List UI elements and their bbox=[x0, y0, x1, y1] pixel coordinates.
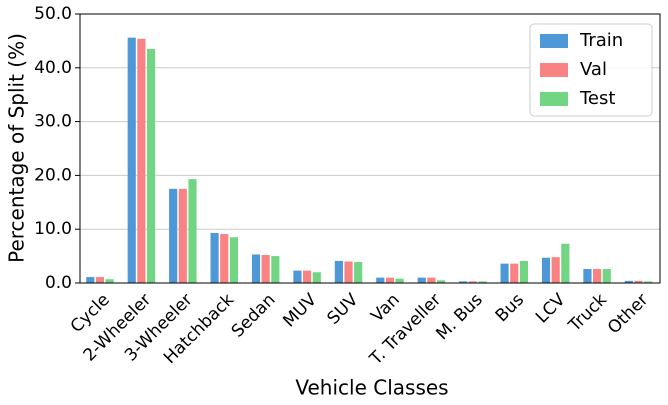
bar bbox=[602, 269, 611, 283]
bar bbox=[334, 260, 343, 283]
bar bbox=[169, 188, 178, 283]
legend-swatch bbox=[540, 63, 568, 77]
bar bbox=[293, 270, 302, 283]
legend-swatch bbox=[540, 92, 568, 106]
x-tick-label: Other bbox=[604, 290, 652, 338]
bar bbox=[417, 277, 426, 283]
bar bbox=[478, 281, 487, 283]
bar bbox=[385, 277, 395, 283]
bar bbox=[583, 269, 592, 283]
bar bbox=[510, 263, 519, 283]
x-tick-label: M. Bus bbox=[432, 290, 486, 344]
bar bbox=[210, 232, 219, 283]
bar bbox=[354, 262, 363, 283]
y-tick-label: 20.0 bbox=[34, 165, 72, 185]
bar bbox=[271, 256, 280, 283]
bar bbox=[624, 280, 633, 283]
bar bbox=[312, 272, 321, 283]
bar bbox=[188, 179, 197, 283]
bar bbox=[137, 38, 146, 283]
bar bbox=[376, 277, 385, 283]
legend-label: Test bbox=[579, 88, 615, 109]
x-tick-label: MUV bbox=[279, 290, 321, 332]
bar bbox=[593, 269, 602, 283]
bar bbox=[303, 270, 312, 283]
bar bbox=[146, 48, 156, 283]
y-tick-label: 0.0 bbox=[45, 273, 72, 293]
legend-swatch bbox=[540, 34, 568, 48]
x-tick-label: Van bbox=[367, 290, 403, 326]
x-tick-label: Truck bbox=[564, 290, 611, 337]
bar bbox=[644, 281, 653, 283]
bar bbox=[436, 280, 446, 283]
bar bbox=[229, 237, 238, 283]
plot-frame bbox=[79, 13, 661, 284]
bar bbox=[178, 188, 187, 283]
bar bbox=[634, 280, 643, 283]
bar bbox=[251, 254, 261, 283]
bar bbox=[519, 260, 528, 283]
bar bbox=[459, 281, 468, 283]
x-tick-label: Bus bbox=[492, 290, 528, 326]
x-tick-label: Sedan bbox=[228, 290, 280, 342]
bar bbox=[561, 243, 570, 283]
y-tick-label: 30.0 bbox=[34, 112, 72, 132]
bar bbox=[500, 263, 509, 283]
bar bbox=[468, 281, 477, 283]
y-tick-label: 40.0 bbox=[34, 58, 72, 78]
bar bbox=[220, 234, 229, 283]
bar bbox=[127, 37, 136, 284]
bar bbox=[551, 257, 560, 283]
bar bbox=[86, 277, 95, 283]
bar bbox=[344, 261, 353, 283]
y-axis-label: Percentage of Split (%) bbox=[5, 33, 29, 263]
bar bbox=[105, 279, 114, 283]
x-axis-label: Vehicle Classes bbox=[295, 376, 448, 400]
bar bbox=[261, 255, 270, 283]
y-tick-label: 50.0 bbox=[34, 4, 72, 24]
legend-label: Train bbox=[579, 30, 623, 51]
bar bbox=[427, 277, 436, 283]
bar bbox=[541, 257, 551, 283]
bar bbox=[95, 277, 105, 283]
x-tick-label: SUV bbox=[324, 290, 363, 329]
y-tick-label: 10.0 bbox=[34, 219, 72, 239]
legend-label: Val bbox=[580, 59, 607, 80]
bar bbox=[395, 278, 404, 283]
